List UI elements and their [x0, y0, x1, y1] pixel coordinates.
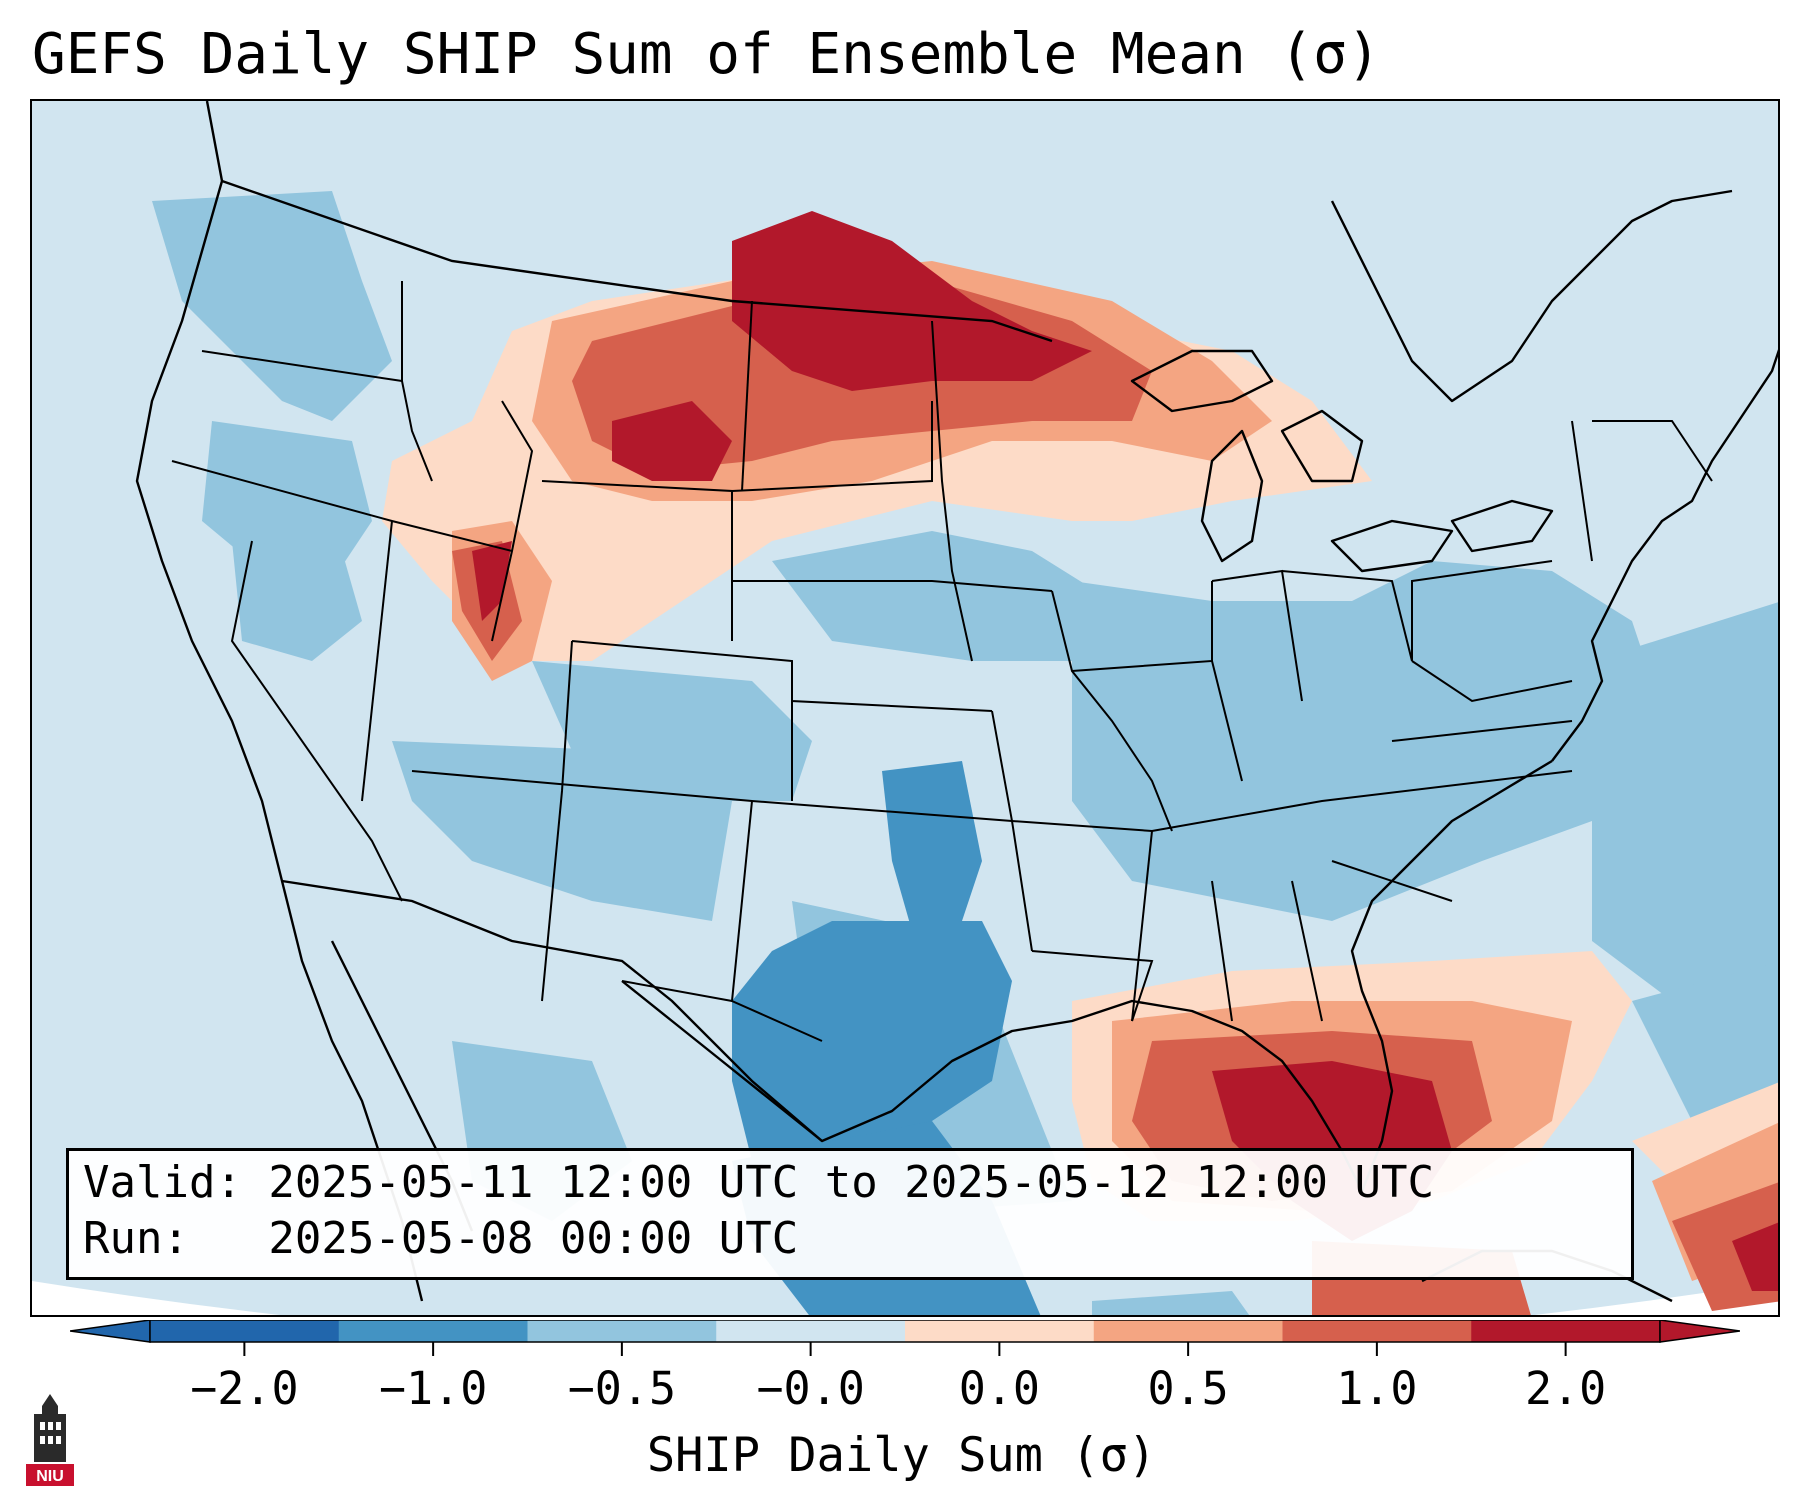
- colorbar-extend-min: [70, 1320, 151, 1343]
- colorbar-segment: [527, 1320, 717, 1342]
- colorbar-tick-label: 2.0: [1524, 1362, 1607, 1415]
- colorbar-tick-label: −0.5: [567, 1362, 677, 1415]
- colorbar-tick-label: −0.0: [756, 1362, 865, 1415]
- colorbar-segment: [905, 1320, 1095, 1342]
- valid-time-line: Valid: 2025-05-11 12:00 UTC to 2025-05-1…: [83, 1157, 1435, 1208]
- colorbar-tick-label: −2.0: [190, 1362, 299, 1415]
- colorbar-segment: [716, 1320, 906, 1342]
- colorbar-segment: [1093, 1320, 1283, 1342]
- colorbar-tick-label: 0.0: [958, 1362, 1041, 1415]
- colorbar-segments: [149, 1320, 1661, 1343]
- logo-text: NIU: [36, 1468, 64, 1485]
- map-canvas: [32, 101, 1778, 1315]
- university-tower-icon: NIU: [26, 1394, 74, 1486]
- coastlines: [135, 101, 1778, 1303]
- colorbar-segment: [338, 1320, 528, 1342]
- country-borders: [221, 179, 1053, 1142]
- colorbar-segment: [1471, 1320, 1661, 1342]
- run-time-line: Run: 2025-05-08 00:00 UTC: [83, 1213, 799, 1264]
- colorbar-tick-label: −1.0: [378, 1362, 488, 1415]
- colorbar-tick-label: 1.0: [1336, 1362, 1418, 1415]
- map-title: GEFS Daily SHIP Sum of Ensemble Mean (σ): [32, 22, 1381, 87]
- colorbar-label: SHIP Daily Sum (σ): [646, 1428, 1157, 1483]
- colorbar-segment: [1282, 1320, 1472, 1342]
- state-borders: [171, 281, 1713, 1042]
- colorbar-extend-max: [1659, 1320, 1740, 1343]
- colorbar-tick-marks: [243, 1342, 1567, 1356]
- colorbar-tick-label: 0.5: [1147, 1362, 1229, 1415]
- validity-info-box: Valid: 2025-05-11 12:00 UTC to 2025-05-1…: [66, 1148, 1634, 1280]
- colorbar: [70, 1320, 1740, 1356]
- map-panel: [30, 99, 1780, 1317]
- colorbar-segment: [150, 1320, 340, 1342]
